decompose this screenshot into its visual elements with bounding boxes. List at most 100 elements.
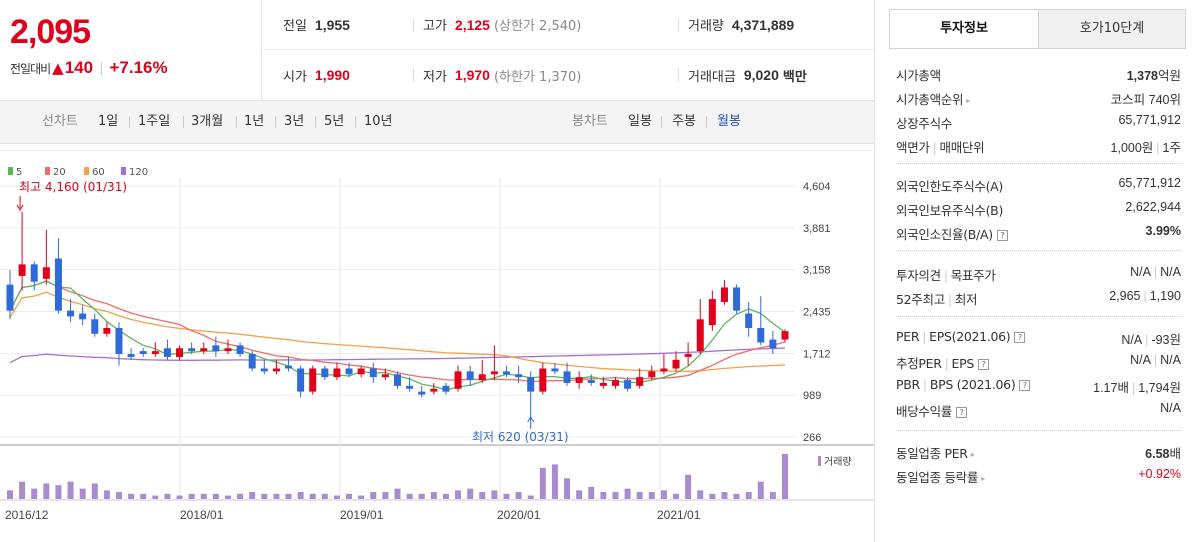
candle-body bbox=[733, 287, 741, 311]
candle-body bbox=[660, 368, 668, 372]
high-annotation: 최고 4,160 (01/31) bbox=[19, 180, 127, 194]
y-tick-label: 4,604 bbox=[803, 181, 831, 193]
invest-section-5: 동일업종 PER ▸ 6.58배 동일업종 등락률 ▸ +0.92% bbox=[896, 440, 1181, 488]
low-arrow-head bbox=[527, 416, 535, 423]
candle-body bbox=[539, 368, 547, 392]
candle-body bbox=[297, 368, 305, 392]
volume-bar bbox=[685, 474, 692, 499]
info-row-1: 전일 1,955 고가 2,125 (상한가 2,540) 거래량 4,371,… bbox=[263, 0, 874, 50]
period-1d[interactable]: 1일 bbox=[98, 114, 119, 129]
volume-bar bbox=[648, 492, 655, 499]
period-1w[interactable]: 1주일 bbox=[138, 114, 171, 129]
est-per-row: 추정PER | EPS? N/A | N/A bbox=[896, 353, 1181, 371]
ma20-line bbox=[9, 280, 786, 383]
legend-label: 60 bbox=[92, 167, 105, 178]
volume-bar bbox=[224, 495, 231, 499]
volume-bar bbox=[249, 492, 256, 499]
volume-bar bbox=[237, 493, 244, 499]
volume-bar bbox=[733, 493, 740, 499]
help-icon[interactable]: ? bbox=[1019, 380, 1031, 391]
x-tick-label: 2019/01 bbox=[340, 508, 384, 522]
help-icon[interactable]: ? bbox=[956, 407, 968, 418]
candle-weekly[interactable]: 주봉 bbox=[672, 114, 696, 129]
volume-bar bbox=[200, 493, 207, 499]
volume-bar bbox=[67, 481, 74, 499]
volume-bar bbox=[333, 495, 340, 499]
volume-bar bbox=[588, 486, 595, 499]
tab-invest-info[interactable]: 투자정보 bbox=[890, 10, 1038, 48]
legend-swatch bbox=[8, 167, 13, 175]
candle-body bbox=[248, 354, 256, 369]
help-icon[interactable]: ? bbox=[978, 359, 990, 370]
candle-body bbox=[502, 371, 510, 375]
volume-bar bbox=[600, 492, 607, 499]
candle-body bbox=[430, 388, 438, 392]
chevron-right-icon: ▸ bbox=[981, 474, 985, 483]
volume-bar bbox=[128, 493, 135, 499]
volume-bar bbox=[442, 493, 449, 499]
volume-bar bbox=[140, 493, 147, 499]
period-3m[interactable]: 3개월 bbox=[191, 114, 224, 129]
volume-bar bbox=[782, 454, 788, 499]
candle-body bbox=[611, 380, 619, 386]
invest-section-3: 투자의견 | 목표주가 N/A | N/A 52주최고 | 최저 2,965 | 1,190 bbox=[896, 262, 1181, 310]
trade-amount: 거래대금 9,020 백만 bbox=[688, 67, 807, 85]
volume-bar bbox=[273, 493, 280, 499]
volume-bar bbox=[660, 490, 667, 499]
period-3y[interactable]: 3년 bbox=[284, 114, 305, 129]
legend-swatch bbox=[45, 167, 50, 175]
candle-daily[interactable]: 일봉 bbox=[628, 114, 652, 129]
volume-bar bbox=[430, 492, 437, 499]
candle-body bbox=[442, 385, 450, 392]
candle-body bbox=[527, 377, 535, 392]
candle-body bbox=[127, 354, 135, 357]
foreign-ratio-row: 외국인소진율(B/A)? 3.99% bbox=[896, 224, 1181, 242]
candle-body bbox=[636, 377, 644, 386]
high-arrow-head bbox=[16, 204, 24, 211]
candle-body bbox=[381, 374, 389, 378]
listed-shares-row: 상장주식수 65,771,912 bbox=[896, 113, 1181, 131]
candle-body bbox=[466, 371, 474, 381]
candle-body bbox=[6, 284, 14, 311]
volume-bar bbox=[31, 488, 38, 499]
candle-body bbox=[720, 287, 728, 302]
period-10y[interactable]: 10년 bbox=[364, 114, 393, 129]
candle-monthly[interactable]: 월봉 bbox=[717, 114, 741, 129]
volume-bar bbox=[91, 483, 98, 499]
volume-bar bbox=[491, 490, 498, 499]
low-price: 저가 1,970 (하한가 1,370) bbox=[423, 67, 582, 85]
x-tick-label: 2021/01 bbox=[657, 508, 701, 522]
market-cap-rank-row[interactable]: 시가총액순위 ▸ 코스피 740위 bbox=[896, 92, 1181, 107]
candle-body bbox=[321, 368, 329, 378]
sector-per-row[interactable]: 동일업종 PER ▸ 6.58배 bbox=[896, 446, 1181, 461]
candle-body bbox=[357, 368, 365, 375]
tab-orderbook[interactable]: 호가10단계 bbox=[1038, 10, 1185, 48]
sector-change-row[interactable]: 동일업종 등락률 ▸ +0.92% bbox=[896, 467, 1181, 485]
candle-body bbox=[648, 371, 656, 378]
period-5y[interactable]: 5년 bbox=[324, 114, 345, 129]
y-tick-label: 3,158 bbox=[803, 265, 831, 277]
volume-bar bbox=[709, 493, 716, 499]
candle-body bbox=[406, 385, 414, 389]
candle-body bbox=[345, 368, 353, 375]
period-1y[interactable]: 1년 bbox=[244, 114, 265, 129]
volume-bar bbox=[297, 492, 304, 499]
candle-body bbox=[394, 374, 401, 386]
legend-label: 20 bbox=[53, 167, 66, 178]
candle-body bbox=[103, 327, 111, 334]
candle-body bbox=[575, 377, 583, 383]
candle-body bbox=[115, 327, 123, 355]
prev-close: 전일 1,955 bbox=[283, 16, 350, 35]
y-tick-label: 1,712 bbox=[803, 348, 831, 360]
candle-body bbox=[18, 264, 26, 276]
help-icon[interactable]: ? bbox=[996, 230, 1008, 241]
volume-bar bbox=[757, 481, 764, 499]
volume-bar bbox=[321, 493, 328, 499]
candle-body bbox=[369, 368, 377, 378]
volume-bar bbox=[721, 492, 728, 499]
chevron-right-icon: ▸ bbox=[970, 450, 975, 459]
help-icon[interactable]: ? bbox=[1014, 332, 1026, 343]
candle-body bbox=[587, 380, 595, 383]
volume-bar bbox=[188, 493, 195, 499]
volume-bar bbox=[55, 485, 62, 499]
